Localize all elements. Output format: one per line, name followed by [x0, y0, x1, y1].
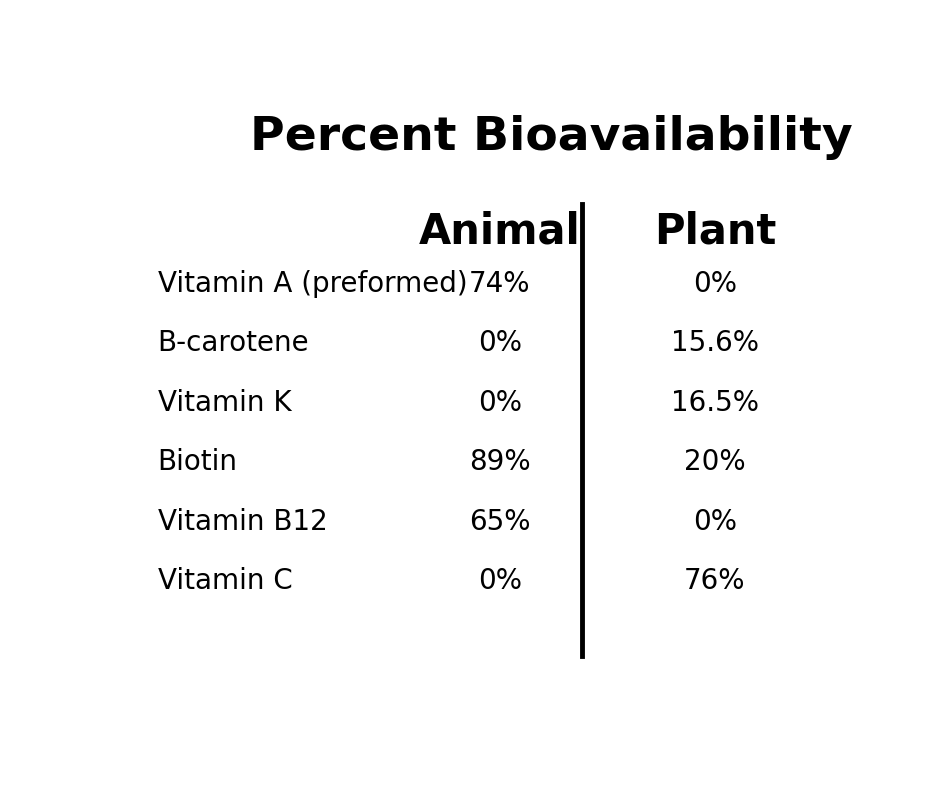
Text: Vitamin A (preformed): Vitamin A (preformed): [158, 269, 467, 298]
Text: 74%: 74%: [469, 269, 531, 298]
Text: 0%: 0%: [478, 329, 522, 357]
Text: B-carotene: B-carotene: [158, 329, 309, 357]
Text: 89%: 89%: [469, 448, 531, 476]
Text: 65%: 65%: [469, 507, 531, 536]
Text: 15.6%: 15.6%: [671, 329, 759, 357]
Text: 0%: 0%: [478, 567, 522, 595]
Text: Plant: Plant: [653, 210, 776, 252]
Text: Biotin: Biotin: [158, 448, 238, 476]
Text: 16.5%: 16.5%: [671, 388, 759, 417]
Text: 76%: 76%: [684, 567, 745, 595]
Text: Animal: Animal: [419, 210, 581, 252]
Text: Vitamin B12: Vitamin B12: [158, 507, 327, 536]
Text: Vitamin K: Vitamin K: [158, 388, 291, 417]
Text: 0%: 0%: [693, 507, 737, 536]
Text: 0%: 0%: [693, 269, 737, 298]
Text: Percent Bioavailability: Percent Bioavailability: [250, 114, 853, 159]
Text: 0%: 0%: [478, 388, 522, 417]
Text: 20%: 20%: [684, 448, 745, 476]
Text: Vitamin C: Vitamin C: [158, 567, 292, 595]
